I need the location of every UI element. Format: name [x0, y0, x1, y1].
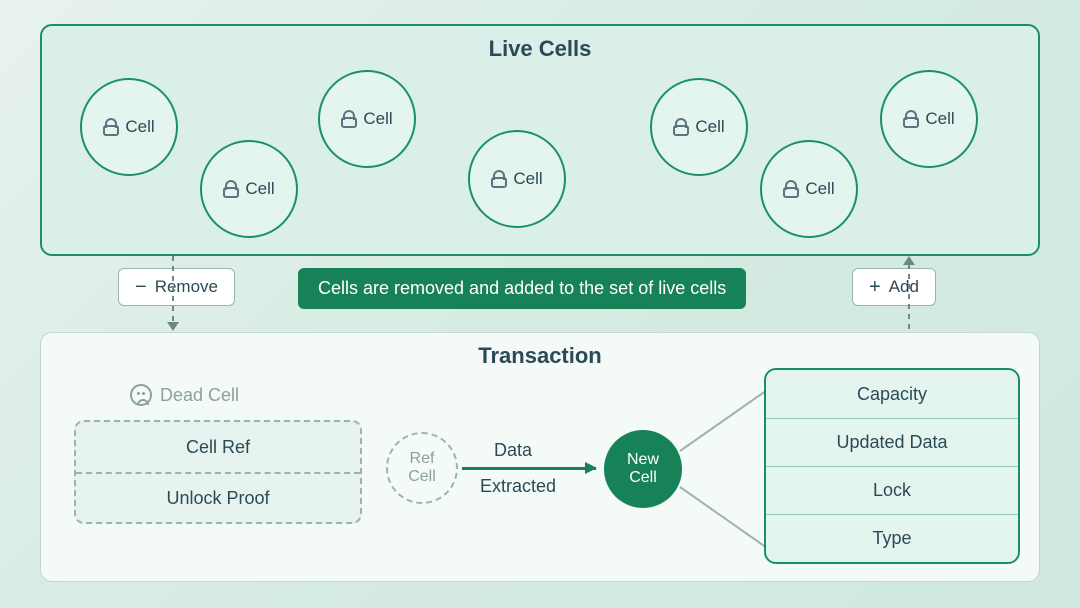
live-cell-1: Cell	[200, 140, 298, 238]
sad-face-icon	[130, 384, 152, 406]
new-cell-detail-box: Capacity Updated Data Lock Type	[764, 368, 1020, 564]
remove-arrow-line	[172, 256, 174, 324]
live-cell-4: Cell	[650, 78, 748, 176]
data-label-top: Data	[494, 440, 532, 461]
dead-cell-label: Dead Cell	[130, 384, 239, 406]
add-label: Add	[889, 277, 919, 297]
live-cell-5: Cell	[760, 140, 858, 238]
lock-icon	[491, 170, 507, 188]
detail-row-capacity: Capacity	[766, 370, 1018, 418]
live-cells-title: Live Cells	[489, 36, 592, 62]
lock-icon	[673, 118, 689, 136]
minus-icon: −	[135, 277, 147, 297]
new-cell-node: NewCell	[604, 430, 682, 508]
lock-icon	[223, 180, 239, 198]
new-cell-label: NewCell	[627, 451, 659, 488]
dead-cell-row-proof: Unlock Proof	[76, 472, 360, 522]
add-arrow-line	[908, 264, 910, 332]
remove-label: Remove	[155, 277, 218, 297]
ref-cell-node: RefCell	[386, 432, 458, 504]
live-cell-6: Cell	[880, 70, 978, 168]
ref-cell-label: RefCell	[408, 450, 436, 487]
data-label-bottom: Extracted	[480, 476, 556, 497]
lock-icon	[103, 118, 119, 136]
detail-row-lock: Lock	[766, 466, 1018, 514]
cell-label: Cell	[805, 179, 834, 199]
detail-row-data: Updated Data	[766, 418, 1018, 466]
remove-button[interactable]: − Remove	[118, 268, 235, 306]
cell-label: Cell	[925, 109, 954, 129]
live-cell-2: Cell	[318, 70, 416, 168]
cell-label: Cell	[513, 169, 542, 189]
add-button[interactable]: + Add	[852, 268, 936, 306]
lock-icon	[783, 180, 799, 198]
dead-cell-box: Cell Ref Unlock Proof	[74, 420, 362, 524]
cell-label: Cell	[695, 117, 724, 137]
detail-row-type: Type	[766, 514, 1018, 562]
add-arrow-head	[903, 256, 915, 265]
data-extracted-arrow	[462, 467, 596, 470]
transaction-title: Transaction	[478, 343, 601, 369]
cell-label: Cell	[125, 117, 154, 137]
plus-icon: +	[869, 277, 881, 297]
dead-cell-text: Dead Cell	[160, 385, 239, 406]
dead-cell-row-ref: Cell Ref	[76, 422, 360, 472]
cell-label: Cell	[363, 109, 392, 129]
lock-icon	[903, 110, 919, 128]
remove-arrow-head	[167, 322, 179, 331]
live-cell-0: Cell	[80, 78, 178, 176]
info-banner: Cells are removed and added to the set o…	[298, 268, 746, 309]
live-cell-3: Cell	[468, 130, 566, 228]
cell-label: Cell	[245, 179, 274, 199]
lock-icon	[341, 110, 357, 128]
